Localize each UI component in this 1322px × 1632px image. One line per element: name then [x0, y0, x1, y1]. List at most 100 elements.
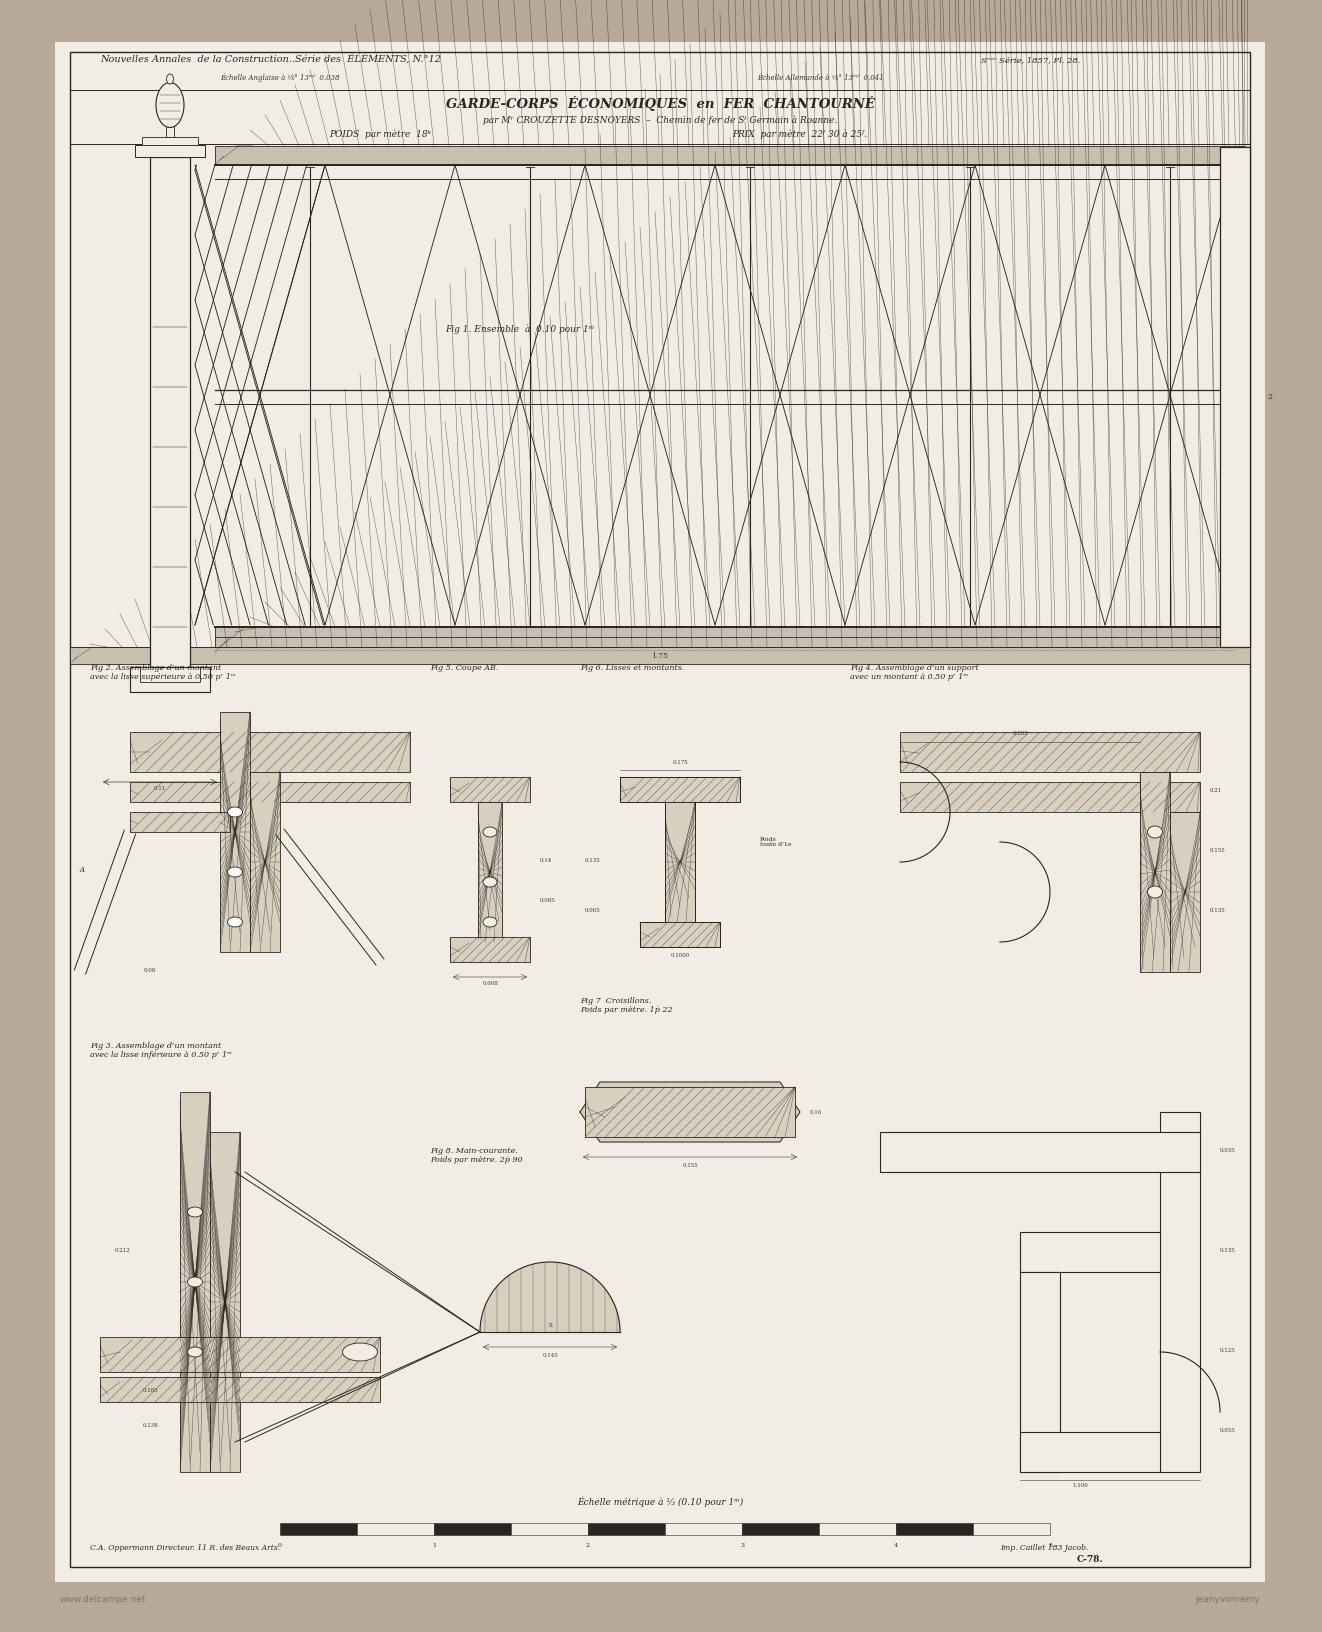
Text: 0.21: 0.21 [1210, 788, 1223, 793]
FancyBboxPatch shape [135, 145, 205, 157]
FancyBboxPatch shape [250, 772, 280, 951]
Ellipse shape [1147, 826, 1162, 837]
Text: 2: 2 [586, 1542, 590, 1549]
Text: Échelle Anglaise à ⅛° 13ᵐᶠ  0.038: Échelle Anglaise à ⅛° 13ᵐᶠ 0.038 [221, 73, 340, 82]
Text: Sᵉᵉᵉ Série, 1857, Pl. 28.: Sᵉᵉᵉ Série, 1857, Pl. 28. [981, 55, 1080, 64]
Text: GARDE-CORPS  ÉCONOMIQUES  en  FER  CHANTOURNÉ: GARDE-CORPS ÉCONOMIQUES en FER CHANTOURN… [446, 96, 874, 111]
Text: Échelle métrique à ⅓ (0.10 pour 1ᵐ): Échelle métrique à ⅓ (0.10 pour 1ᵐ) [576, 1497, 743, 1506]
Text: Fig 8. Main-courante.
Poids par mètre. 2ṗ 90: Fig 8. Main-courante. Poids par mètre. 2… [430, 1147, 522, 1164]
Text: www.delcampe.net: www.delcampe.net [59, 1594, 147, 1604]
FancyBboxPatch shape [219, 712, 250, 951]
Text: 0.14: 0.14 [539, 858, 553, 863]
Text: 0.175: 0.175 [672, 761, 687, 765]
FancyBboxPatch shape [586, 1087, 795, 1138]
FancyBboxPatch shape [820, 1523, 896, 1536]
Text: Fig 4. Assemblage d’un support
avec un montant à 0.50 pʳ 1ᵐ: Fig 4. Assemblage d’un support avec un m… [850, 664, 978, 681]
FancyBboxPatch shape [665, 801, 695, 922]
FancyBboxPatch shape [1140, 772, 1170, 973]
Ellipse shape [227, 806, 242, 818]
Ellipse shape [167, 73, 173, 83]
Ellipse shape [483, 917, 497, 927]
Text: POIDS  par mètre  18ᵏ: POIDS par mètre 18ᵏ [329, 129, 431, 139]
FancyBboxPatch shape [1170, 813, 1200, 973]
FancyBboxPatch shape [665, 1523, 742, 1536]
Text: 4: 4 [894, 1542, 898, 1549]
Text: 1.100: 1.100 [1072, 1483, 1088, 1488]
Text: 0: 0 [278, 1542, 282, 1549]
Text: 0.1000: 0.1000 [670, 953, 690, 958]
FancyBboxPatch shape [1021, 1271, 1060, 1472]
FancyBboxPatch shape [695, 801, 740, 922]
Ellipse shape [227, 867, 242, 876]
Text: Imp. Caillet 183 Jacob.: Imp. Caillet 183 Jacob. [999, 1544, 1088, 1552]
Text: 0.035: 0.035 [1220, 1147, 1236, 1152]
FancyBboxPatch shape [896, 1523, 973, 1536]
Text: jeanyvonremy: jeanyvonremy [1195, 1594, 1260, 1604]
Text: 0.16: 0.16 [810, 1110, 822, 1115]
Text: 0.155: 0.155 [1210, 849, 1225, 854]
Ellipse shape [188, 1346, 202, 1356]
Text: 0.185: 0.185 [143, 1387, 157, 1394]
Text: Fig 2. Assemblage d’un montant
avec la lisse supérieure à 0.50 pʳ 1ᵐ: Fig 2. Assemblage d’un montant avec la l… [90, 664, 235, 681]
FancyBboxPatch shape [141, 137, 198, 145]
Text: Fig 7  Croisillons.
Poids par mètre. 1ṗ 22: Fig 7 Croisillons. Poids par mètre. 1ṗ 2… [580, 997, 673, 1013]
FancyBboxPatch shape [130, 782, 410, 801]
FancyBboxPatch shape [479, 801, 502, 942]
Text: Fig 1. Ensemble  à  0.10 pour 1ᵐ: Fig 1. Ensemble à 0.10 pour 1ᵐ [446, 325, 595, 335]
FancyBboxPatch shape [210, 1133, 241, 1472]
Text: S: S [549, 1324, 553, 1328]
FancyBboxPatch shape [620, 777, 740, 801]
Text: PRIX  par mètre  22ᶠ 30 à 25ᶠ.: PRIX par mètre 22ᶠ 30 à 25ᶠ. [732, 129, 867, 139]
Text: 0.138: 0.138 [143, 1423, 157, 1428]
FancyBboxPatch shape [1220, 147, 1251, 646]
Text: 3: 3 [740, 1542, 744, 1549]
Ellipse shape [188, 1208, 202, 1217]
Ellipse shape [227, 917, 242, 927]
Text: 0.145: 0.145 [542, 1353, 558, 1358]
FancyBboxPatch shape [1159, 1111, 1200, 1472]
Text: Échelle Allemande à ⅛° 13ᵐᶠ  0.041: Échelle Allemande à ⅛° 13ᵐᶠ 0.041 [756, 73, 883, 82]
Ellipse shape [1147, 886, 1162, 898]
FancyBboxPatch shape [140, 667, 200, 682]
Text: 0.155: 0.155 [682, 1164, 698, 1169]
Text: 0.135: 0.135 [584, 858, 600, 863]
FancyBboxPatch shape [215, 145, 1245, 165]
Text: 0.065: 0.065 [584, 907, 600, 912]
Text: 2: 2 [1268, 393, 1273, 401]
Ellipse shape [188, 1276, 202, 1288]
FancyBboxPatch shape [357, 1523, 434, 1536]
Text: 0.285: 0.285 [1013, 731, 1029, 736]
Text: par Mʳ CROUZETTE DESNOYERS  –  Chemin de fer de Sᵗ Germain à Roanne.: par Mʳ CROUZETTE DESNOYERS – Chemin de f… [483, 116, 837, 124]
Text: 0.212: 0.212 [114, 1248, 130, 1253]
FancyBboxPatch shape [1021, 1431, 1159, 1472]
FancyBboxPatch shape [1021, 1232, 1159, 1271]
Text: Fig 6. Lisses et montants.: Fig 6. Lisses et montants. [580, 664, 685, 672]
FancyBboxPatch shape [280, 1523, 357, 1536]
Text: 0.068: 0.068 [483, 981, 498, 986]
FancyBboxPatch shape [640, 922, 720, 947]
FancyBboxPatch shape [100, 1377, 379, 1402]
FancyBboxPatch shape [620, 801, 665, 922]
Text: C.A. Oppermann Directeur. 11 R. des Beaux Arts.: C.A. Oppermann Directeur. 11 R. des Beau… [90, 1544, 280, 1552]
FancyBboxPatch shape [167, 122, 175, 137]
Text: 0.135: 0.135 [1220, 1248, 1236, 1253]
Text: 1.75: 1.75 [652, 653, 669, 659]
FancyBboxPatch shape [100, 1337, 379, 1373]
Polygon shape [580, 1082, 800, 1142]
Text: 0.08: 0.08 [144, 968, 156, 973]
Ellipse shape [156, 83, 184, 127]
Text: 0.125: 0.125 [1220, 1348, 1236, 1353]
FancyBboxPatch shape [742, 1523, 820, 1536]
Text: Nouvelles Annales  de la Construction..Série des  ÉLÉMENTS, N.°12: Nouvelles Annales de la Construction..Sé… [100, 54, 442, 64]
FancyBboxPatch shape [434, 1523, 512, 1536]
Ellipse shape [483, 827, 497, 837]
FancyBboxPatch shape [449, 937, 530, 961]
FancyBboxPatch shape [512, 1523, 588, 1536]
FancyBboxPatch shape [70, 646, 1251, 664]
FancyBboxPatch shape [56, 42, 1265, 1581]
FancyBboxPatch shape [180, 1092, 210, 1472]
Text: 0.135: 0.135 [1210, 907, 1225, 912]
Text: Poids
fonte d'1e: Poids fonte d'1e [760, 837, 792, 847]
Text: A: A [81, 867, 85, 875]
Text: Fig 3. Assemblage d’un montant
avec la lisse inférieure à 0.50 pʳ 1ᵐ: Fig 3. Assemblage d’un montant avec la l… [90, 1041, 231, 1059]
